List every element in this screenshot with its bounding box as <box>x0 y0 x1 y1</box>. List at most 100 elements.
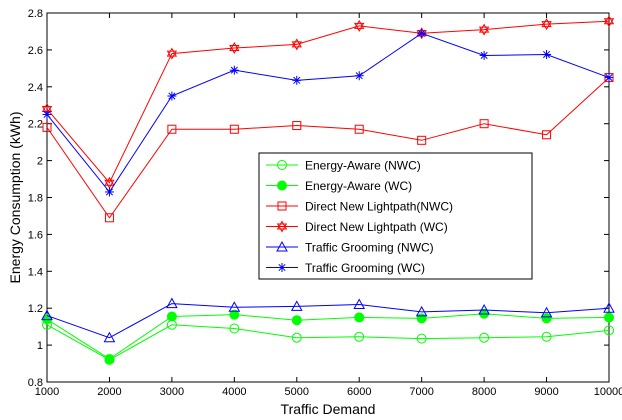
x-tick-label: 1000 <box>35 386 59 398</box>
marker-part <box>105 188 113 196</box>
data-point <box>479 332 490 343</box>
x-tick-label: 3000 <box>160 386 184 398</box>
marker-part <box>293 76 301 84</box>
marker-part <box>541 21 552 31</box>
data-point <box>291 38 302 51</box>
data-point <box>167 124 177 134</box>
x-tick-label: 7000 <box>409 386 433 398</box>
y-tick-label: 1.2 <box>28 303 43 315</box>
series-line <box>46 313 610 360</box>
marker-part <box>43 110 51 119</box>
data-point <box>166 311 177 322</box>
y-tick-label: 2.2 <box>28 119 43 131</box>
data-point <box>229 309 240 320</box>
y-tick-label: 1 <box>37 340 43 352</box>
data-point <box>542 130 552 140</box>
data-point <box>416 313 427 324</box>
data-point <box>291 315 302 326</box>
data-point <box>354 312 365 323</box>
x-tick-label: 5000 <box>285 386 309 398</box>
data-point <box>276 220 288 233</box>
series-lines <box>41 15 615 365</box>
data-point <box>417 28 427 38</box>
marker-part <box>104 179 115 189</box>
data-point <box>166 297 178 309</box>
y-tick-label: 1.4 <box>28 266 43 278</box>
y-axis-label: Energy Consumption (kWh) <box>7 112 23 284</box>
y-tick-label: 2.4 <box>28 82 43 94</box>
data-point <box>353 298 366 310</box>
series-line <box>46 32 610 193</box>
data-point <box>541 313 552 324</box>
data-point <box>228 301 241 312</box>
marker-part <box>278 263 286 272</box>
data-point <box>479 50 489 60</box>
legend-entry: Traffic Grooming (NWC) <box>266 241 434 255</box>
data-point <box>354 19 365 32</box>
data-point <box>41 309 53 321</box>
data-point <box>416 333 427 344</box>
marker-part <box>541 18 552 28</box>
marker-part <box>355 72 363 80</box>
data-point <box>354 331 365 342</box>
series-line <box>46 324 610 361</box>
data-point <box>229 65 239 75</box>
data-point <box>104 353 115 364</box>
data-point <box>479 119 489 129</box>
data-point <box>166 47 178 60</box>
series-line <box>46 77 610 219</box>
marker-part <box>478 26 490 36</box>
data-point <box>541 18 552 31</box>
data-point <box>291 332 302 343</box>
x-tick-label: 2000 <box>97 386 121 398</box>
data-point <box>354 71 364 81</box>
data-point <box>603 302 615 313</box>
marker-part <box>605 74 613 82</box>
marker-part <box>291 41 302 51</box>
data-point <box>104 213 114 223</box>
data-point <box>277 201 287 211</box>
legend-label: Energy-Aware (WC) <box>305 179 412 193</box>
data-point <box>290 300 303 311</box>
legend-entry: Traffic Grooming (WC) <box>266 261 425 275</box>
y-tick-label: 1.6 <box>28 229 43 241</box>
marker-part <box>168 92 176 100</box>
legend-label: Traffic Grooming (WC) <box>305 261 425 275</box>
marker-part <box>603 18 615 28</box>
series-line <box>46 20 610 184</box>
x-tick-label: 4000 <box>222 386 246 398</box>
data-point <box>42 122 52 132</box>
marker-part <box>543 50 551 59</box>
marker-part <box>478 23 490 33</box>
marker-part <box>166 47 178 57</box>
series <box>42 28 614 197</box>
data-point <box>604 312 614 323</box>
marker-part <box>291 38 302 48</box>
data-point <box>541 331 552 342</box>
data-point <box>229 42 240 55</box>
marker-part <box>41 105 53 115</box>
legend-box <box>258 152 533 280</box>
legend-entry: Direct New Lightpath(NWC) <box>266 200 453 214</box>
legend-entry: Direct New Lightpath (WC) <box>266 220 448 234</box>
legend: Energy-Aware (NWC) Energy-Aware (WC) Direc… <box>258 152 533 280</box>
data-point <box>229 323 240 334</box>
data-point <box>603 15 615 28</box>
data-point <box>229 124 239 134</box>
data-point <box>478 23 490 36</box>
y-tick-label: 0.8 <box>28 377 43 389</box>
data-point <box>540 306 553 318</box>
data-point <box>604 325 614 336</box>
data-point <box>277 160 287 170</box>
series <box>41 297 615 343</box>
data-point <box>417 135 427 145</box>
series <box>41 15 615 189</box>
data-point <box>104 176 115 189</box>
x-axis-label: Traffic Demand <box>281 401 376 417</box>
series-line <box>46 303 610 339</box>
data-point <box>277 263 287 272</box>
data-point <box>542 50 552 60</box>
marker-part <box>229 42 240 52</box>
legend-entry: Energy-Aware (WC) <box>266 179 412 193</box>
